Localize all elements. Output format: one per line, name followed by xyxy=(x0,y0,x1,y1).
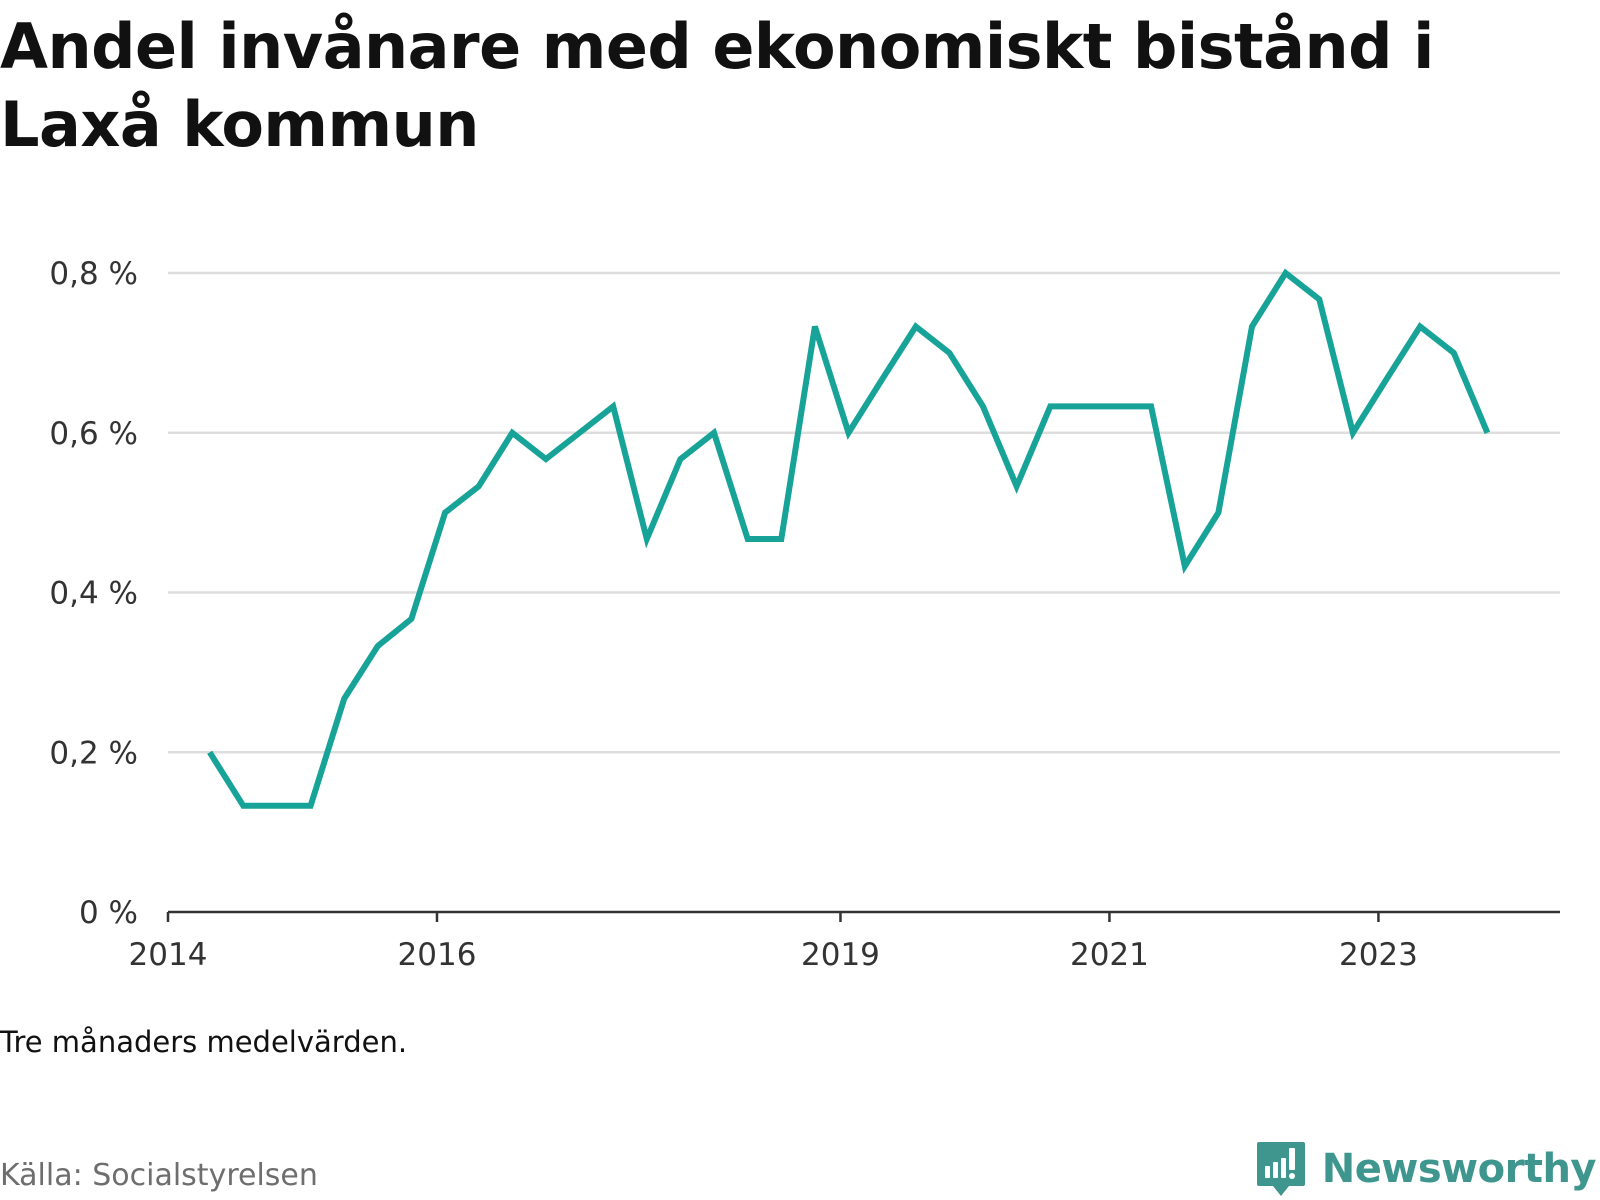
data-point xyxy=(577,430,583,436)
data-point xyxy=(274,803,280,809)
x-axis-ticks: 2014 2016 2019 2021 2023 xyxy=(129,912,1418,973)
newsworthy-logo-icon xyxy=(1256,1142,1305,1196)
data-point xyxy=(846,430,852,436)
data-point xyxy=(341,696,347,702)
data-point xyxy=(677,456,683,462)
data-point xyxy=(1249,324,1255,330)
data-point xyxy=(778,536,784,542)
data-point xyxy=(879,376,885,382)
data-point xyxy=(1316,296,1322,302)
data-point xyxy=(644,536,650,542)
data-point xyxy=(1081,403,1087,409)
data-point xyxy=(1215,510,1221,516)
data-point xyxy=(1384,376,1390,382)
data-point xyxy=(240,803,246,809)
data-point xyxy=(1484,430,1490,436)
data-point xyxy=(1115,403,1121,409)
data-point xyxy=(408,616,414,622)
data-point xyxy=(1350,430,1356,436)
data-point xyxy=(1014,483,1020,489)
series-group xyxy=(207,268,1491,809)
data-point xyxy=(946,350,952,356)
data-point xyxy=(711,430,717,436)
data-point xyxy=(745,536,751,542)
data-point xyxy=(509,430,515,436)
y-tick-label: 0,8 % xyxy=(49,256,138,292)
y-tick-label: 0,6 % xyxy=(49,416,138,452)
brand-name: Newsworthy xyxy=(1321,1146,1597,1192)
chart-note: Tre månaders medelvärden. xyxy=(0,1025,408,1059)
data-point xyxy=(610,403,616,409)
data-point xyxy=(1148,403,1154,409)
series-line xyxy=(207,268,1491,809)
y-axis-ticks: 0 % 0,2 % 0,4 % 0,6 % 0,8 % xyxy=(49,256,138,931)
x-tick-label: 2019 xyxy=(801,937,880,973)
data-point xyxy=(812,324,818,330)
data-point xyxy=(913,324,919,330)
y-tick-label: 0,2 % xyxy=(49,735,138,771)
y-tick-label: 0 % xyxy=(79,895,138,931)
grid-lines xyxy=(168,271,1560,754)
data-point xyxy=(543,456,549,462)
source-label: Källa: Socialstyrelsen xyxy=(0,1158,318,1193)
line-chart: 0 % 0,2 % 0,4 % 0,6 % 0,8 % 2014 2016 2019 2021… xyxy=(49,256,1560,973)
data-point xyxy=(1451,350,1457,356)
data-point xyxy=(1047,403,1053,409)
data-point xyxy=(375,643,381,649)
x-tick-label: 2021 xyxy=(1070,937,1149,973)
data-point xyxy=(980,403,986,409)
data-point xyxy=(1417,324,1423,330)
chart-title: Andel invånare med ekonomiskt bistånd i … xyxy=(0,10,1434,161)
x-tick-label: 2016 xyxy=(398,937,477,973)
data-point xyxy=(476,483,482,489)
data-point xyxy=(1283,270,1289,276)
data-point xyxy=(442,510,448,516)
y-tick-label: 0,4 % xyxy=(49,576,138,612)
data-point xyxy=(308,803,314,809)
x-tick-label: 2023 xyxy=(1339,937,1418,973)
x-tick-label: 2014 xyxy=(129,937,208,973)
data-point xyxy=(1182,563,1188,569)
brand-logo: Newsworthy xyxy=(1256,1140,1597,1198)
data-point xyxy=(207,749,213,755)
